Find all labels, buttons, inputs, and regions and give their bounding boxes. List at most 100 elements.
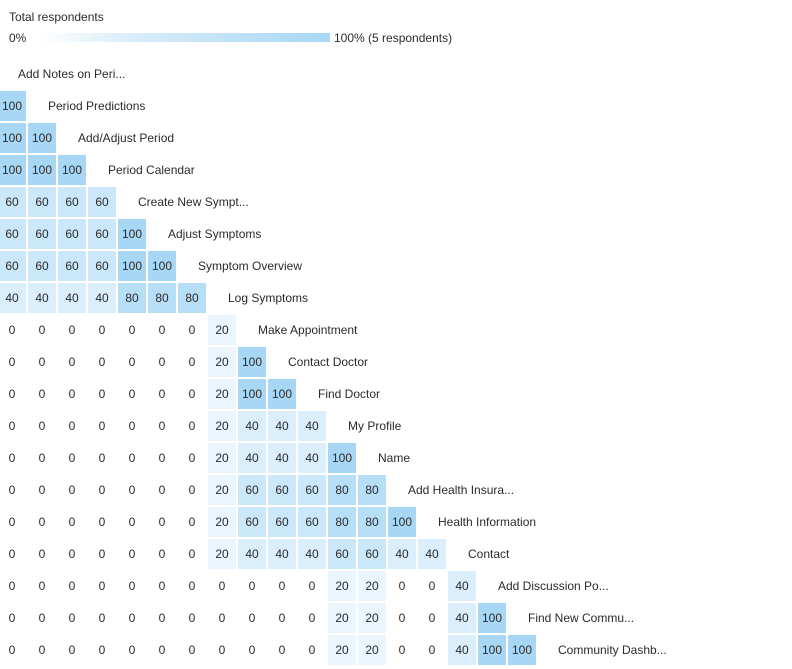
matrix-cell[interactable]: 0 [148, 443, 176, 473]
matrix-cell[interactable]: 20 [208, 507, 236, 537]
matrix-cell[interactable]: 0 [118, 315, 146, 345]
matrix-cell[interactable]: 0 [148, 347, 176, 377]
matrix-cell[interactable]: 40 [58, 283, 86, 313]
matrix-cell[interactable]: 0 [0, 507, 26, 537]
matrix-cell[interactable]: 0 [148, 475, 176, 505]
matrix-cell[interactable]: 0 [58, 347, 86, 377]
matrix-cell[interactable]: 40 [388, 539, 416, 569]
matrix-cell[interactable]: 100 [508, 635, 536, 665]
matrix-cell[interactable]: 0 [178, 635, 206, 665]
matrix-cell[interactable]: 0 [418, 603, 446, 633]
matrix-cell[interactable]: 60 [58, 251, 86, 281]
matrix-cell[interactable]: 20 [208, 539, 236, 569]
matrix-cell[interactable]: 0 [88, 411, 116, 441]
matrix-cell[interactable]: 80 [118, 283, 146, 313]
matrix-cell[interactable]: 40 [298, 411, 326, 441]
matrix-cell[interactable]: 0 [298, 635, 326, 665]
matrix-cell[interactable]: 100 [148, 251, 176, 281]
matrix-cell[interactable]: 0 [208, 635, 236, 665]
matrix-cell[interactable]: 20 [328, 603, 356, 633]
matrix-cell[interactable]: 0 [418, 635, 446, 665]
matrix-cell[interactable]: 100 [58, 155, 86, 185]
matrix-cell[interactable]: 60 [28, 187, 56, 217]
matrix-cell[interactable]: 20 [208, 411, 236, 441]
matrix-cell[interactable]: 0 [178, 443, 206, 473]
matrix-cell[interactable]: 40 [268, 539, 296, 569]
matrix-cell[interactable]: 0 [178, 539, 206, 569]
matrix-cell[interactable]: 20 [208, 379, 236, 409]
matrix-cell[interactable]: 60 [358, 539, 386, 569]
matrix-cell[interactable]: 0 [118, 347, 146, 377]
matrix-cell[interactable]: 20 [208, 475, 236, 505]
matrix-cell[interactable]: 0 [148, 603, 176, 633]
matrix-cell[interactable]: 40 [448, 571, 476, 601]
matrix-cell[interactable]: 20 [358, 603, 386, 633]
matrix-cell[interactable]: 0 [88, 315, 116, 345]
matrix-cell[interactable]: 0 [148, 571, 176, 601]
matrix-cell[interactable]: 0 [148, 315, 176, 345]
matrix-cell[interactable]: 0 [238, 571, 266, 601]
matrix-cell[interactable]: 100 [118, 219, 146, 249]
matrix-cell[interactable]: 0 [58, 603, 86, 633]
matrix-cell[interactable]: 0 [58, 507, 86, 537]
matrix-cell[interactable]: 60 [28, 251, 56, 281]
matrix-cell[interactable]: 0 [118, 443, 146, 473]
matrix-cell[interactable]: 0 [118, 635, 146, 665]
matrix-cell[interactable]: 40 [418, 539, 446, 569]
matrix-cell[interactable]: 100 [28, 123, 56, 153]
matrix-cell[interactable]: 0 [298, 603, 326, 633]
matrix-cell[interactable]: 40 [448, 635, 476, 665]
matrix-cell[interactable]: 20 [328, 635, 356, 665]
matrix-cell[interactable]: 100 [328, 443, 356, 473]
matrix-cell[interactable]: 0 [388, 635, 416, 665]
matrix-cell[interactable]: 0 [208, 603, 236, 633]
matrix-cell[interactable]: 0 [0, 571, 26, 601]
matrix-cell[interactable]: 0 [88, 443, 116, 473]
matrix-cell[interactable]: 0 [28, 379, 56, 409]
matrix-cell[interactable]: 0 [0, 315, 26, 345]
matrix-cell[interactable]: 0 [118, 379, 146, 409]
matrix-cell[interactable]: 0 [268, 635, 296, 665]
matrix-cell[interactable]: 40 [88, 283, 116, 313]
matrix-cell[interactable]: 60 [88, 251, 116, 281]
matrix-cell[interactable]: 0 [0, 603, 26, 633]
matrix-cell[interactable]: 0 [118, 539, 146, 569]
matrix-cell[interactable]: 60 [0, 187, 26, 217]
matrix-cell[interactable]: 0 [28, 443, 56, 473]
matrix-cell[interactable]: 60 [58, 219, 86, 249]
matrix-cell[interactable]: 0 [148, 379, 176, 409]
matrix-cell[interactable]: 0 [238, 635, 266, 665]
matrix-cell[interactable]: 0 [58, 379, 86, 409]
matrix-cell[interactable]: 60 [268, 507, 296, 537]
matrix-cell[interactable]: 40 [238, 443, 266, 473]
matrix-cell[interactable]: 20 [208, 347, 236, 377]
matrix-cell[interactable]: 80 [148, 283, 176, 313]
matrix-cell[interactable]: 0 [28, 315, 56, 345]
matrix-cell[interactable]: 0 [388, 571, 416, 601]
matrix-cell[interactable]: 0 [178, 315, 206, 345]
matrix-cell[interactable]: 0 [0, 635, 26, 665]
matrix-cell[interactable]: 60 [298, 475, 326, 505]
matrix-cell[interactable]: 100 [268, 379, 296, 409]
matrix-cell[interactable]: 0 [28, 507, 56, 537]
matrix-cell[interactable]: 0 [0, 347, 26, 377]
matrix-cell[interactable]: 0 [58, 539, 86, 569]
matrix-cell[interactable]: 20 [208, 443, 236, 473]
matrix-cell[interactable]: 0 [178, 347, 206, 377]
matrix-cell[interactable]: 0 [238, 603, 266, 633]
matrix-cell[interactable]: 100 [238, 379, 266, 409]
matrix-cell[interactable]: 0 [118, 475, 146, 505]
matrix-cell[interactable]: 0 [58, 443, 86, 473]
matrix-cell[interactable]: 20 [208, 315, 236, 345]
matrix-cell[interactable]: 20 [358, 635, 386, 665]
matrix-cell[interactable]: 0 [208, 571, 236, 601]
matrix-cell[interactable]: 0 [28, 347, 56, 377]
matrix-cell[interactable]: 0 [58, 571, 86, 601]
matrix-cell[interactable]: 20 [328, 571, 356, 601]
matrix-cell[interactable]: 60 [238, 507, 266, 537]
matrix-cell[interactable]: 80 [358, 475, 386, 505]
matrix-cell[interactable]: 0 [268, 603, 296, 633]
matrix-cell[interactable]: 0 [28, 603, 56, 633]
matrix-cell[interactable]: 0 [28, 539, 56, 569]
matrix-cell[interactable]: 0 [88, 539, 116, 569]
